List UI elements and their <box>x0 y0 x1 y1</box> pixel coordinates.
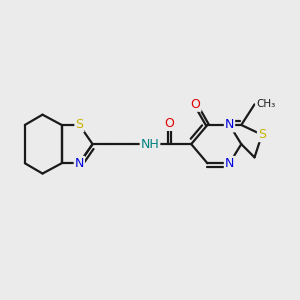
Text: N: N <box>225 118 234 131</box>
Text: O: O <box>164 117 174 130</box>
Text: S: S <box>258 128 266 141</box>
Text: O: O <box>191 98 201 111</box>
Text: N: N <box>225 157 234 170</box>
Text: N: N <box>75 157 84 170</box>
Text: CH₃: CH₃ <box>256 99 275 110</box>
Text: NH: NH <box>141 138 159 151</box>
Text: S: S <box>75 118 83 131</box>
